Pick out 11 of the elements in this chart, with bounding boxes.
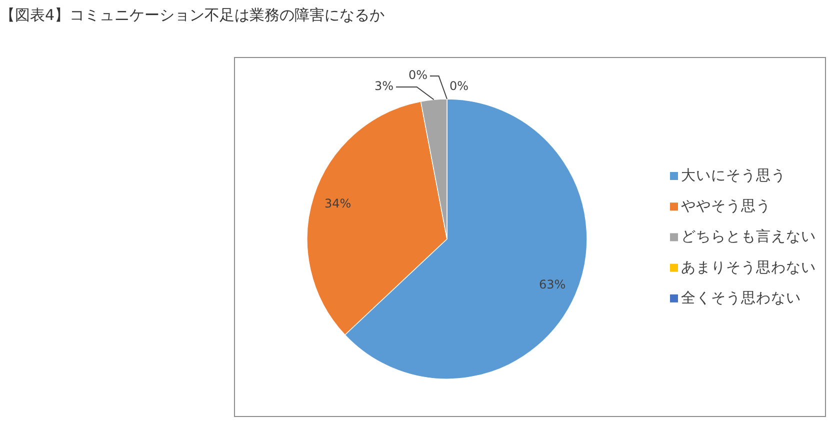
- data-label: 3%: [374, 79, 394, 93]
- legend-label: あまりそう思わない: [681, 260, 816, 276]
- legend-label: 全くそう思わない: [681, 289, 801, 306]
- data-label: 63%: [539, 278, 566, 292]
- text: 0%: [408, 68, 428, 82]
- chart-title: 【図表4】コミュニケーション不足は業務の障害になるか: [0, 6, 385, 24]
- legend-label: 大いにそう思う: [681, 167, 786, 184]
- data-label: 34%: [324, 196, 352, 211]
- legend-label: どちらとも言えない: [681, 228, 816, 246]
- legend-label: ややそう思う: [681, 198, 771, 215]
- text: 0%: [449, 79, 469, 93]
